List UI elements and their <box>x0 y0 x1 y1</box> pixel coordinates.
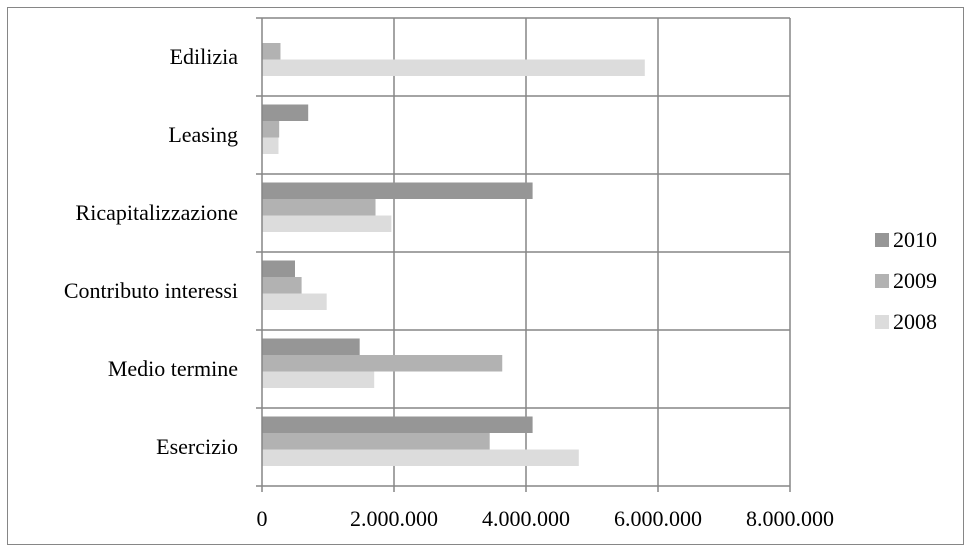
bar-2010-contributo-interessi <box>262 260 295 277</box>
bar-2009-ricapitalizzazione <box>262 199 376 216</box>
category-label: Contributo interessi <box>64 278 238 303</box>
category-label: Edilizia <box>170 44 239 69</box>
category-label: Esercizio <box>156 434 238 459</box>
x-tick-label: 0 <box>257 506 268 531</box>
x-tick-label: 2.000.000 <box>350 506 438 531</box>
legend-swatch-2009 <box>875 274 889 288</box>
category-label: Medio termine <box>108 356 238 381</box>
legend-label-2009: 2009 <box>893 268 937 293</box>
tick-labels: 0 2.000.000 4.000.000 6.000.000 8.000.000 <box>257 506 835 531</box>
bar-2009-edilizia <box>262 43 281 60</box>
bar-2010-ricapitalizzazione <box>262 182 533 199</box>
bar-2009-esercizio <box>262 433 490 450</box>
bar-2008-leasing <box>262 137 279 154</box>
bar-2010-esercizio <box>262 416 533 433</box>
bars <box>262 43 645 466</box>
bar-2009-contributo-interessi <box>262 277 302 294</box>
bar-2010-leasing <box>262 104 309 121</box>
category-label: Ricapitalizzazione <box>76 200 238 225</box>
bar-2008-ricapitalizzazione <box>262 215 392 232</box>
legend-label-2008: 2008 <box>893 309 937 334</box>
bar-2008-edilizia <box>262 59 645 76</box>
x-tick-label: 4.000.000 <box>482 506 570 531</box>
legend-swatch-2008 <box>875 315 889 329</box>
grid-lines <box>262 17 791 487</box>
x-tick-label: 8.000.000 <box>746 506 834 531</box>
bar-2009-medio-termine <box>262 355 503 372</box>
x-tick-label: 6.000.000 <box>614 506 702 531</box>
legend-swatch-2010 <box>875 233 889 247</box>
axes <box>256 17 791 492</box>
legend: 2010 2009 2008 <box>875 227 937 334</box>
bar-2009-leasing <box>262 121 280 138</box>
bar-2008-esercizio <box>262 449 579 466</box>
bar-2010-medio-termine <box>262 338 360 355</box>
category-label: Leasing <box>168 122 238 147</box>
bar-2008-contributo-interessi <box>262 293 327 310</box>
category-labels: Esercizio Medio termine Contributo interes… <box>64 44 238 459</box>
bar-2008-medio-termine <box>262 371 375 388</box>
legend-label-2010: 2010 <box>893 227 937 252</box>
